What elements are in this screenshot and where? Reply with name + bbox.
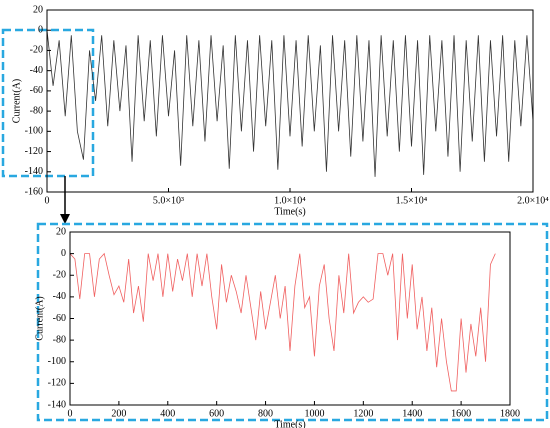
y-tick-label: -100 [48, 356, 66, 367]
y-tick-label: -120 [25, 146, 43, 157]
y-tick-label: -60 [53, 313, 66, 324]
y-tick-label: -140 [25, 166, 43, 177]
y-tick-label: 0 [38, 25, 43, 36]
y-tick-label: -80 [30, 105, 43, 116]
x-tick-label: 600 [209, 408, 224, 419]
y-axis-label: Current(A) [34, 296, 45, 340]
x-tick-label: 200 [111, 408, 126, 419]
x-tick-label: 400 [160, 408, 175, 419]
x-tick-label: 1.5×10⁴ [396, 195, 428, 206]
x-tick-label: 1000 [304, 408, 324, 419]
plot-frame [69, 231, 511, 406]
y-tick-label: -20 [30, 45, 43, 56]
y-tick-label: -120 [48, 378, 66, 389]
x-tick-label: 1600 [451, 408, 471, 419]
y-tick-label: 0 [61, 248, 66, 259]
y-tick-label: -40 [30, 65, 43, 76]
zoom-panel-box [36, 222, 549, 422]
y-tick-label: -60 [30, 85, 43, 96]
y-tick-label: -160 [25, 186, 43, 197]
arrow-head [60, 214, 70, 224]
y-tick-label: 20 [56, 226, 66, 237]
x-tick-label: 5.0×10³ [153, 195, 184, 206]
x-axis-label: Time(s) [274, 206, 305, 217]
x-axis-label: Time(s) [274, 419, 305, 428]
y-tick-label: -20 [53, 270, 66, 281]
y-tick-label: -80 [53, 334, 66, 345]
x-tick-label: 0 [68, 408, 73, 419]
x-tick-label: 1200 [353, 408, 373, 419]
x-tick-label: 1800 [500, 408, 520, 419]
y-tick-label: -140 [48, 399, 66, 410]
x-tick-label: 0 [45, 195, 50, 206]
x-tick-label: 2.0×10⁴ [517, 195, 549, 206]
x-tick-label: 800 [258, 408, 273, 419]
data-line [69, 252, 496, 392]
x-tick-label: 1400 [402, 408, 422, 419]
y-axis-label: Current(A) [11, 79, 22, 123]
y-tick-label: -40 [53, 291, 66, 302]
zoom-box [1, 28, 95, 178]
y-tick-label: -100 [25, 126, 43, 137]
x-tick-label: 1.0×10⁴ [274, 195, 306, 206]
y-tick-label: 20 [33, 4, 43, 15]
data-line [46, 30, 534, 177]
